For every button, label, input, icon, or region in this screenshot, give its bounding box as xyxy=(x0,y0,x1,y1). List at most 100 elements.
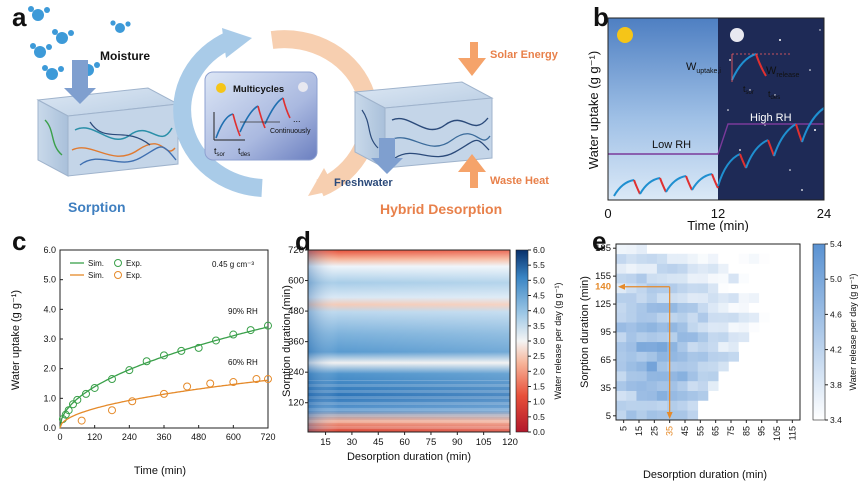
e-colorbar xyxy=(812,243,826,421)
b-x-tick-24: 24 xyxy=(817,206,831,221)
c-y-tick-label: 4.0 xyxy=(43,304,56,314)
c-exp-point xyxy=(82,389,90,398)
e-heatmap-cell xyxy=(738,253,750,264)
e-heatmap-cell xyxy=(677,292,688,303)
low-rh-label: Low RH xyxy=(652,139,691,151)
e-heatmap-cell xyxy=(616,410,627,421)
e-cb-tick-label: 3.4 xyxy=(830,415,842,425)
e-heatmap-cell xyxy=(646,410,658,421)
e-heatmap-cell xyxy=(677,410,688,421)
e-heatmap-cell xyxy=(636,302,647,313)
e-y-tick-label: 185 xyxy=(595,243,611,254)
freshwater-arrow-icon xyxy=(371,138,403,174)
d-y-tick-label: 360 xyxy=(288,337,304,348)
e-heatmap-cell xyxy=(626,302,637,313)
e-heatmap-cell xyxy=(789,263,801,274)
e-heatmap-cell xyxy=(616,361,627,372)
e-heatmap-cell xyxy=(769,283,780,294)
e-heatmap-cell xyxy=(667,400,678,411)
e-heatmap-cell xyxy=(718,361,729,372)
e-heatmap-cell xyxy=(697,283,709,294)
e-heatmap-cell xyxy=(626,351,637,362)
e-heatmap-cell xyxy=(718,341,729,352)
freshwater-label: Freshwater xyxy=(334,177,393,189)
panel-label-b: b xyxy=(593,2,609,32)
e-heatmap-cell xyxy=(636,341,647,352)
e-heatmap-cell xyxy=(616,351,627,362)
panel-label-a: a xyxy=(12,2,27,32)
e-heatmap-cell xyxy=(646,361,658,372)
e-heatmap-cell xyxy=(646,332,658,343)
e-heatmap-cell xyxy=(626,312,637,323)
c-y-tick-label: 6.0 xyxy=(43,245,56,255)
e-heatmap-cell xyxy=(636,400,647,411)
e-heatmap-cell xyxy=(738,292,750,303)
e-heatmap-cell xyxy=(646,253,658,264)
e-heatmap-cell xyxy=(646,283,658,294)
c-legend: Sim. Exp. Sim. Exp. 0.45 g cm⁻³ xyxy=(70,259,254,280)
e-heatmap-cell xyxy=(616,380,627,391)
d-cb-tick-label: 5.0 xyxy=(533,275,545,285)
c-y-axis-label: Water uptake (g g⁻¹) xyxy=(10,290,22,390)
e-heatmap-cell xyxy=(636,351,647,362)
e-heatmap-cell xyxy=(626,380,637,391)
e-y-axis-label: Sorption duration (min) xyxy=(580,276,591,388)
e-heatmap-cell xyxy=(636,244,647,255)
e-heatmap-cell xyxy=(779,283,791,294)
e-heatmap-cell xyxy=(687,312,699,323)
e-highlight-y-label: 140 xyxy=(595,282,611,293)
e-heatmap-cell xyxy=(728,273,739,284)
e-heatmap-cell xyxy=(626,253,637,264)
e-x-tick-label: 5 xyxy=(619,426,629,431)
c-y-tick-label: 2.0 xyxy=(43,364,56,374)
e-heatmap-cell xyxy=(656,263,668,274)
e-heatmap-cell xyxy=(687,283,699,294)
c-exp-point xyxy=(264,321,272,330)
e-heatmap-cell xyxy=(616,263,627,274)
e-heatmap-cell xyxy=(738,302,750,313)
d-x-tick-label: 60 xyxy=(399,437,410,448)
e-heatmap-cell xyxy=(697,361,709,372)
c-exp-point xyxy=(229,378,238,387)
panel-b-chart: Low RH High RH Wuptake,i Wrelease tsor t… xyxy=(586,17,831,232)
b-x-tick-0: 0 xyxy=(604,206,611,221)
c-exp-point xyxy=(61,410,70,419)
continuously-label: Continuously xyxy=(270,128,311,135)
e-x-tick-label: 15 xyxy=(634,426,644,436)
d-x-tick-label: 90 xyxy=(452,437,463,448)
e-heatmap-cell xyxy=(667,341,678,352)
e-heatmap-cell xyxy=(728,292,739,303)
c-series-label-60: 60% RH xyxy=(228,358,258,367)
panel-d-chart: 15 30 45 60 75 90 105 120 120 240 360 480 600 720 0.0… xyxy=(281,245,563,463)
e-heatmap-cell xyxy=(697,351,709,362)
e-heatmap-cell xyxy=(677,273,688,284)
e-heatmap-cell xyxy=(718,273,729,284)
e-heatmap-cell xyxy=(687,302,699,313)
c-legend-sim-2: Sim. xyxy=(88,271,104,280)
e-heatmap-cell xyxy=(667,361,678,372)
panel-label-e: e xyxy=(592,226,607,256)
c-exp-point xyxy=(125,366,134,375)
e-heatmap-cell xyxy=(636,361,647,372)
e-heatmap-cell xyxy=(646,322,658,333)
e-heatmap-cell xyxy=(626,322,637,333)
e-heatmap-cell xyxy=(677,253,688,264)
c-x-tick-label: 240 xyxy=(122,432,137,442)
d-cb-tick-label: 4.5 xyxy=(533,291,545,301)
e-heatmap-cell xyxy=(656,273,668,284)
e-heatmap-cell xyxy=(616,273,627,284)
e-heatmap-cell xyxy=(759,273,770,284)
e-heatmap-cell xyxy=(646,390,658,401)
d-y-tick-label: 720 xyxy=(288,245,304,256)
e-heatmap-cell xyxy=(708,380,719,391)
e-heatmap-cell xyxy=(687,322,699,333)
e-heatmap-cell xyxy=(677,341,688,352)
c-sim-line-1 xyxy=(59,379,269,429)
e-heatmap-cell xyxy=(769,263,780,274)
c-exp-point xyxy=(160,389,168,398)
e-heatmap-cell xyxy=(677,312,688,323)
e-heatmap-cell xyxy=(728,283,739,294)
e-heatmap-cell xyxy=(687,253,699,264)
e-heatmap-cell xyxy=(779,273,791,284)
sorbent-block-right xyxy=(353,81,494,169)
